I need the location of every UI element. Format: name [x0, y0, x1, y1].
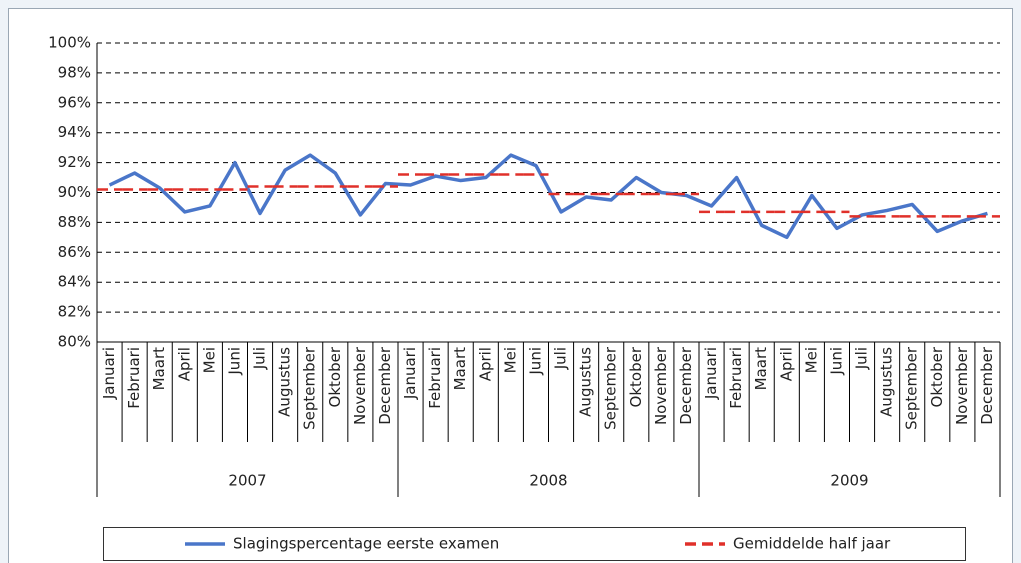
data-line [108, 153, 988, 240]
x-tick-label: Januari [401, 347, 419, 400]
x-tick-label: November [351, 346, 369, 425]
y-tick-label: 90% [58, 183, 91, 201]
y-tick-label: 86% [58, 243, 91, 261]
y-tick-label: 94% [58, 123, 91, 141]
x-tick-label: Maart [451, 347, 469, 390]
x-tick-label: December [677, 346, 695, 425]
x-tick-label: Maart [752, 347, 770, 390]
x-tick-label: Mei [802, 347, 820, 373]
y-tick-label: 80% [58, 333, 91, 351]
legend-label: Gemiddelde half jaar [733, 535, 891, 553]
x-tick-label: Augustus [577, 347, 595, 417]
x-tick-label: Januari [702, 347, 720, 400]
x-tick-label: Februari [125, 347, 143, 409]
x-tick-label: November [953, 346, 971, 425]
x-tick-label: April [476, 347, 494, 381]
y-tick-label: 84% [58, 273, 91, 291]
x-tick-label: Juni [526, 347, 544, 376]
y-tick-label: 82% [58, 303, 91, 321]
x-tick-label: December [376, 346, 394, 425]
x-tick-label: Oktober [928, 346, 946, 407]
x-tick-label: Augustus [276, 347, 294, 417]
x-tick-label: Oktober [326, 346, 344, 407]
y-tick-label: 88% [58, 213, 91, 231]
y-tick-label: 98% [58, 63, 91, 81]
x-tick-label: Juli [552, 347, 570, 370]
x-tick-label: September [903, 346, 921, 430]
x-tick-label: Maart [150, 347, 168, 390]
x-tick-label: Mei [200, 347, 218, 373]
x-tick-label: Juni [827, 347, 845, 376]
x-tick-label: November [652, 346, 670, 425]
x-tick-label: Augustus [878, 347, 896, 417]
y-tick-label: 100% [48, 34, 91, 52]
legend-label: Slagingspercentage eerste examen [233, 535, 499, 553]
x-tick-label: Oktober [627, 346, 645, 407]
year-label: 2009 [830, 472, 868, 490]
legend-box [103, 527, 966, 561]
y-tick-label: 92% [58, 153, 91, 171]
x-tick-label: Februari [426, 347, 444, 409]
chart-frame [8, 8, 1013, 563]
x-tick-label: April [175, 347, 193, 381]
x-tick-label: September [602, 346, 620, 430]
year-label: 2007 [228, 472, 266, 490]
x-tick-label: Februari [727, 347, 745, 409]
x-tick-label: December [978, 346, 996, 425]
x-tick-label: Juli [853, 347, 871, 370]
x-tick-label: Januari [100, 347, 118, 400]
x-tick-label: Juli [251, 347, 269, 370]
year-label: 2008 [529, 472, 567, 490]
x-tick-label: Juni [225, 347, 243, 376]
x-tick-label: April [777, 347, 795, 381]
x-tick-label: Mei [501, 347, 519, 373]
y-tick-label: 96% [58, 93, 91, 111]
x-tick-label: September [301, 346, 319, 430]
